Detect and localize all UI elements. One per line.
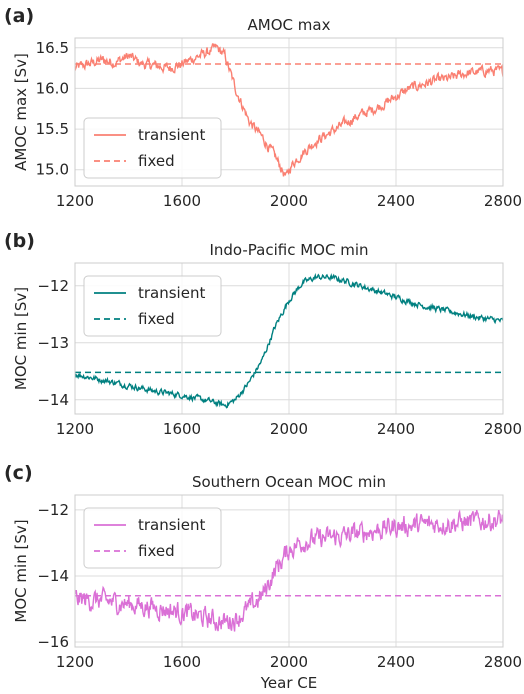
axes-frame <box>74 494 504 648</box>
panel-title: AMOC max <box>248 16 331 34</box>
series-line-transient <box>75 509 503 632</box>
x-tick-label: 1600 <box>163 420 201 438</box>
y-axis-label: MOC min [Sv] <box>12 287 30 390</box>
y-tick-label: −13 <box>37 334 69 352</box>
panel-label: (b) <box>4 230 35 252</box>
legend-box <box>83 117 222 179</box>
panel-label: (a) <box>4 5 34 27</box>
y-tick-label: 16.0 <box>36 79 69 97</box>
legend-label-transient: transient <box>138 516 205 534</box>
axes-frame <box>74 262 504 415</box>
legend-box <box>83 275 222 337</box>
x-tick-label: 1200 <box>56 192 94 210</box>
x-tick-label: 2400 <box>377 420 415 438</box>
legend-label-fixed: fixed <box>138 152 175 170</box>
x-tick-label: 1200 <box>56 420 94 438</box>
y-tick-label: −12 <box>37 501 69 519</box>
y-tick-label: 15.0 <box>36 161 69 179</box>
x-tick-label: 2800 <box>484 420 522 438</box>
y-tick-label: −14 <box>37 391 69 409</box>
legend-box <box>83 507 222 569</box>
x-axis-label: Year CE <box>260 674 317 692</box>
panel-title: Indo-Pacific MOC min <box>209 241 368 259</box>
panel-3: 1200 1600 2000 2400 2800 −16 −14 −12 MOC min [Sv… <box>4 462 522 671</box>
y-axis-label: MOC min [Sv] <box>12 519 30 622</box>
panel-1: 1200 1600 2000 2400 2800 15.0 15.5 16.0 16.5 AMOC… <box>4 5 522 210</box>
x-tick-label: 2000 <box>270 653 308 671</box>
panel-label: (c) <box>4 462 33 484</box>
legend: transient fixed <box>83 117 222 179</box>
series-line-transient <box>75 43 503 177</box>
x-tick-label: 1200 <box>56 653 94 671</box>
series-line-transient <box>75 272 503 409</box>
y-tick-label: 16.5 <box>36 39 69 57</box>
panel-2: 1200 1600 2000 2400 2800 −14 −13 −12 MOC min [Sv… <box>4 230 522 438</box>
y-tick-label: −16 <box>37 633 69 651</box>
x-tick-label: 2000 <box>270 420 308 438</box>
legend-label-transient: transient <box>138 126 205 144</box>
legend-label-fixed: fixed <box>138 542 175 560</box>
y-axis-label: AMOC max [Sv] <box>12 53 30 171</box>
x-tick-label: 1600 <box>163 653 201 671</box>
x-tick-label: 2000 <box>270 192 308 210</box>
y-tick-label: 15.5 <box>36 120 69 138</box>
x-tick-label: 2400 <box>377 192 415 210</box>
x-tick-label: 2800 <box>484 653 522 671</box>
x-tick-label: 2800 <box>484 192 522 210</box>
legend: transient fixed <box>83 275 222 337</box>
y-tick-label: −12 <box>37 277 69 295</box>
legend-label-transient: transient <box>138 284 205 302</box>
x-tick-label: 1600 <box>163 192 201 210</box>
axes-frame <box>74 37 504 187</box>
panel-title: Southern Ocean MOC min <box>192 473 386 491</box>
legend-label-fixed: fixed <box>138 310 175 328</box>
legend: transient fixed <box>83 507 222 569</box>
y-tick-label: −14 <box>37 567 69 585</box>
x-tick-label: 2400 <box>377 653 415 671</box>
